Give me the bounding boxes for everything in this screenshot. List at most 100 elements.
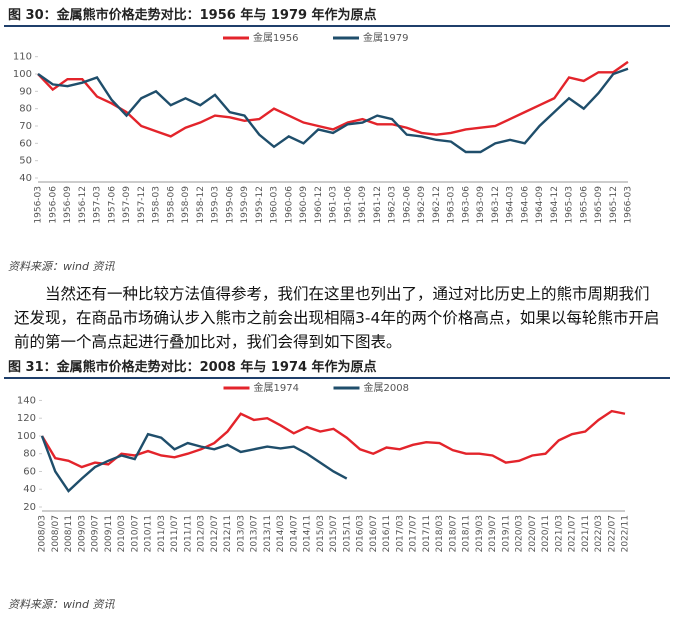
x-tick-label: 2008/11	[64, 515, 74, 552]
line-series	[37, 67, 629, 154]
legend-label: 金属1956	[253, 31, 298, 44]
x-tick-label: 2009/03	[77, 515, 87, 552]
x-tick-label: 2013/11	[263, 515, 273, 552]
x-tick-label: 1960-09	[299, 186, 309, 224]
y-tick-label: 40	[23, 484, 36, 495]
x-tick-label: 2010/11	[144, 515, 154, 552]
y-tick-label: 110	[13, 52, 32, 63]
x-tick-label: 1961-03	[329, 186, 339, 224]
x-tick-label: 1962-12	[432, 186, 442, 224]
x-tick-label: 1957-03	[93, 186, 103, 224]
x-tick-label: 1956-06	[48, 186, 58, 224]
legend-label: 金属1979	[363, 31, 408, 44]
x-tick-label: 1957-12	[137, 186, 147, 224]
x-tick-label: 1966-03	[624, 186, 634, 224]
x-tick-label: 1958-12	[196, 186, 206, 224]
x-tick-label: 1962-03	[388, 186, 398, 224]
x-tick-label: 2012/03	[197, 515, 207, 552]
x-tick-label: 2022/11	[621, 515, 631, 552]
line-series	[40, 409, 626, 469]
x-tick-label: 2013/03	[236, 515, 246, 552]
x-tick-label: 1958-09	[181, 186, 191, 224]
x-tick-label: 2010/07	[130, 515, 140, 552]
x-tick-label: 1963-09	[476, 186, 486, 224]
x-tick-label: 1964-03	[506, 186, 516, 224]
y-tick-label: 100	[13, 69, 32, 80]
x-tick-label: 1959-06	[225, 186, 235, 224]
x-tick-label: 2012/07	[210, 515, 220, 552]
x-tick-label: 1956-12	[78, 186, 88, 224]
x-tick-label: 1962-09	[417, 186, 427, 224]
x-tick-label: 2016/03	[356, 515, 366, 552]
x-tick-label: 1962-06	[402, 186, 412, 224]
x-tick-label: 1963-06	[461, 186, 471, 224]
y-tick-label: 60	[19, 138, 32, 149]
y-tick-label: 80	[23, 449, 36, 460]
chart: 40 50 60 70 80 90 100 110 1956-03 1956-06 1956-09 1…	[13, 31, 634, 224]
line-series	[40, 432, 348, 493]
x-tick-label: 1965-03	[565, 186, 575, 224]
x-tick-label: 1965-09	[594, 186, 604, 224]
x-tick-label: 1963-03	[447, 186, 457, 224]
x-tick-label: 1965-06	[579, 186, 589, 224]
source: 资料来源：wind 资讯	[8, 260, 115, 273]
x-tick-label: 2020/11	[541, 515, 551, 552]
x-tick-label: 1959-03	[211, 186, 221, 224]
legend-label: 金属1974	[254, 381, 299, 394]
x-tick-label: 1960-12	[314, 186, 324, 224]
x-tick-label: 2022/07	[607, 515, 617, 552]
x-tick-label: 2015/03	[316, 515, 326, 552]
x-tick-label: 2022/03	[594, 515, 604, 552]
x-tick-label: 1957-09	[122, 186, 132, 224]
x-tick-label: 1964-09	[535, 186, 545, 224]
x-tick-label: 1959-12	[255, 186, 265, 224]
figure-title: 图 30：金属熊市价格走势对比：1956 年与 1979 年作为原点	[4, 2, 670, 27]
x-tick-label: 2010/03	[117, 515, 127, 552]
x-tick-label: 1961-12	[373, 186, 383, 224]
x-tick-label: 1961-06	[343, 186, 353, 224]
x-tick-label: 2021/07	[568, 515, 578, 552]
x-tick-label: 2011/03	[157, 515, 167, 552]
y-tick-label: 120	[17, 413, 36, 424]
x-tick-label: 1964-06	[520, 186, 530, 224]
x-tick-label: 2018/07	[448, 515, 458, 552]
y-tick-label: 70	[19, 121, 32, 132]
x-tick-label: 1958-03	[152, 186, 162, 224]
x-tick-label: 2008/07	[51, 515, 61, 552]
figure-title: 图 31：金属熊市价格走势对比：2008 年与 1974 年作为原点	[4, 354, 670, 379]
x-tick-label: 1956-09	[63, 186, 73, 224]
x-tick-label: 2009/07	[91, 515, 101, 552]
x-tick-label: 1960-03	[270, 186, 280, 224]
x-tick-label: 1961-09	[358, 186, 368, 224]
x-tick-label: 2011/11	[183, 515, 193, 552]
x-tick-label: 1959-09	[240, 186, 250, 224]
x-tick-label: 2018/11	[462, 515, 472, 552]
x-tick-label: 1964-12	[550, 186, 560, 224]
x-tick-label: 2017/03	[395, 515, 405, 552]
x-tick-label: 1960-06	[284, 186, 294, 224]
y-tick-label: 90	[19, 86, 32, 97]
x-tick-label: 2013/07	[250, 515, 260, 552]
line-series	[37, 60, 629, 138]
x-tick-label: 2016/07	[369, 515, 379, 552]
x-tick-label: 2009/11	[104, 515, 114, 552]
x-tick-label: 1958-06	[166, 186, 176, 224]
y-tick-label: 50	[19, 156, 32, 167]
x-tick-label: 2008/03	[38, 515, 48, 552]
x-tick-label: 2019/07	[488, 515, 498, 552]
x-tick-label: 2019/03	[475, 515, 485, 552]
y-tick-label: 140	[17, 395, 36, 406]
x-tick-label: 2021/03	[554, 515, 564, 552]
x-tick-label: 2014/11	[303, 515, 313, 552]
y-tick-label: 40	[19, 173, 32, 184]
legend-label: 金属2008	[364, 381, 409, 394]
x-tick-label: 1963-12	[491, 186, 501, 224]
y-tick-label: 20	[23, 502, 36, 513]
y-tick-label: 80	[19, 104, 32, 115]
x-tick-label: 2012/11	[223, 515, 233, 552]
x-tick-label: 2016/11	[382, 515, 392, 552]
x-tick-label: 1957-06	[107, 186, 117, 224]
x-tick-label: 1956-03	[34, 186, 44, 224]
